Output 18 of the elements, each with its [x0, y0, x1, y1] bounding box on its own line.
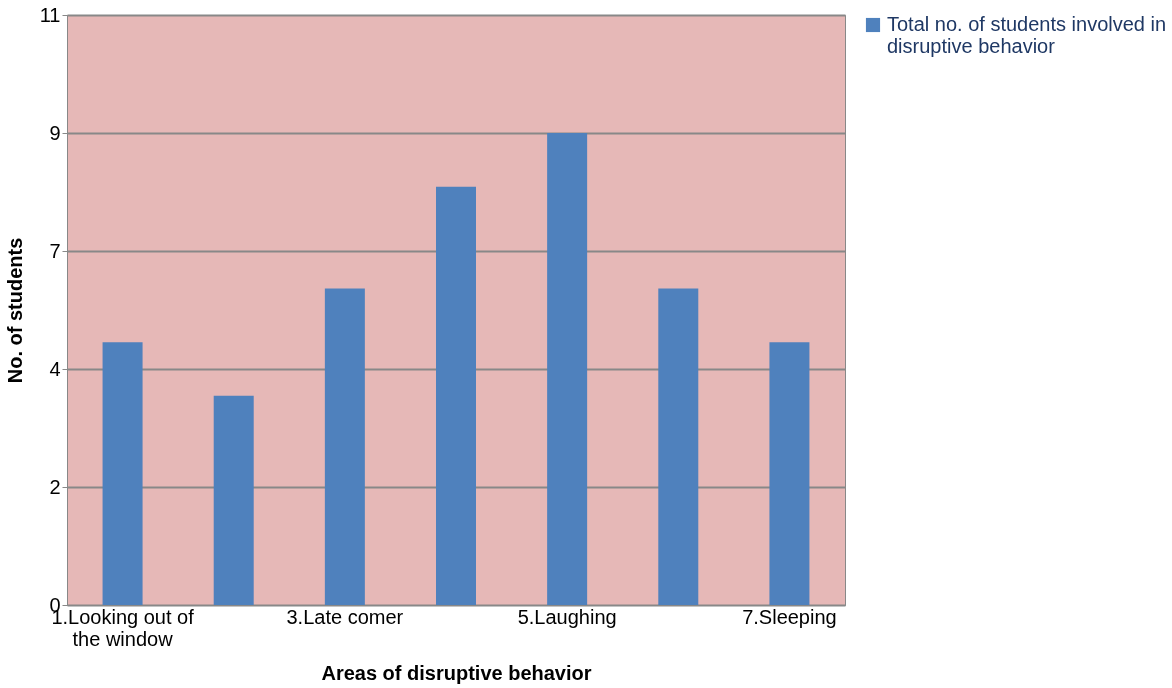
x-tick-label: 5.Laughing	[517, 605, 617, 628]
x-axis-title: Areas of disruptive behavior	[321, 661, 592, 684]
y-tick-label: 11	[39, 3, 61, 26]
bar	[102, 342, 143, 605]
y-tick-label: 2	[49, 475, 61, 498]
x-tick-label: 7.Sleeping	[742, 605, 837, 628]
bar	[547, 133, 588, 605]
y-tick-label: 7	[49, 239, 61, 262]
legend-label: Total no. of students involved in disruptive behavior	[887, 13, 1167, 57]
y-tick-label: 9	[49, 121, 61, 144]
bar	[213, 395, 254, 605]
y-axis-title: No. of students	[3, 237, 26, 384]
x-tick-label: 3.Late comer	[286, 605, 404, 628]
bar	[658, 288, 699, 605]
bar	[769, 342, 810, 605]
y-tick-label: 4	[49, 357, 61, 380]
bar	[436, 186, 476, 605]
bar	[324, 288, 365, 605]
